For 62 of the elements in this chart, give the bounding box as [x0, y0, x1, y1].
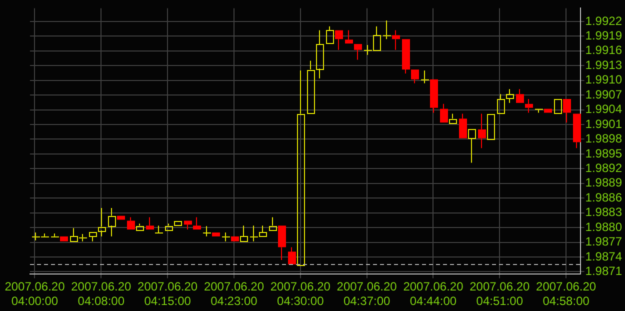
x-tick-label: 2007.06.20 04:00:00 [4, 280, 66, 308]
candlestick [430, 79, 438, 114]
candlestick [89, 232, 97, 242]
candlestick [449, 113, 457, 124]
x-tick-label: 2007.06.20 04:23:00 [204, 280, 264, 308]
candlestick [203, 226, 211, 237]
candlestick [354, 44, 362, 60]
candlestick [402, 39, 410, 74]
y-tick-label: 1.9922 [585, 14, 622, 28]
y-tick-label: 1.9907 [585, 87, 622, 102]
x-tick-label: 2007.06.20 04:30:00 [270, 280, 331, 308]
candlestick [516, 88, 524, 103]
y-tick-label: 1.9913 [585, 58, 622, 72]
candlestick [269, 216, 277, 231]
candlestick [468, 129, 476, 164]
y-tick-label: 1.9880 [585, 220, 622, 234]
candlestick [345, 30, 353, 44]
candlestick [278, 226, 286, 260]
candlestick [411, 70, 419, 84]
x-tick-label: 2007.06.20 04:44:00 [403, 280, 464, 308]
candlestick [108, 207, 116, 237]
candlestick [525, 98, 533, 114]
candlestick [155, 225, 163, 234]
y-tick-label: 1.9883 [585, 205, 622, 220]
candlestick [421, 70, 429, 84]
y-tick-label: 1.9910 [585, 72, 622, 87]
x-tick-label: 2007.06.20 04:51:00 [470, 280, 530, 308]
candlestick [51, 232, 59, 238]
candlestick [136, 223, 144, 231]
candlestick [222, 232, 230, 242]
y-tick-label: 1.9877 [585, 234, 622, 249]
x-tick-label: 2007.06.20 04:08:00 [71, 280, 132, 308]
candlestick [316, 30, 324, 79]
y-tick-label: 1.9904 [585, 102, 622, 116]
y-tick-label: 1.9916 [585, 43, 622, 58]
candlestick [146, 216, 154, 230]
candlestick [240, 225, 248, 242]
candlestick [459, 113, 467, 138]
candlestick [383, 20, 391, 40]
x-tick-label: 2007.06.20 04:15:00 [138, 280, 198, 308]
y-tick-label: 1.9895 [585, 146, 622, 160]
y-tick-label: 1.9874 [585, 249, 622, 264]
candlestick [440, 103, 448, 123]
y-tick-label: 1.9871 [585, 264, 622, 278]
candlestick [193, 216, 201, 230]
x-tick-label: 2007.06.20 04:58:00 [536, 280, 596, 308]
y-tick-label: 1.9901 [585, 116, 622, 131]
candlestick [288, 246, 296, 264]
y-tick-label: 1.9919 [585, 28, 622, 42]
candlestick [184, 220, 192, 230]
y-tick-label: 1.9886 [585, 190, 622, 204]
x-tick-label: 2007.06.20 04:37:00 [336, 280, 398, 308]
candlestick [506, 88, 514, 104]
candlestick [497, 94, 505, 114]
candlestick [98, 207, 106, 237]
y-tick-label: 1.9892 [585, 160, 622, 175]
candlestick [165, 223, 173, 231]
candlestick [478, 113, 486, 149]
candlestick [307, 60, 315, 114]
y-tick-label: 1.9898 [585, 132, 622, 146]
candlestick [392, 30, 400, 50]
y-tick-label: 1.9889 [585, 176, 622, 190]
